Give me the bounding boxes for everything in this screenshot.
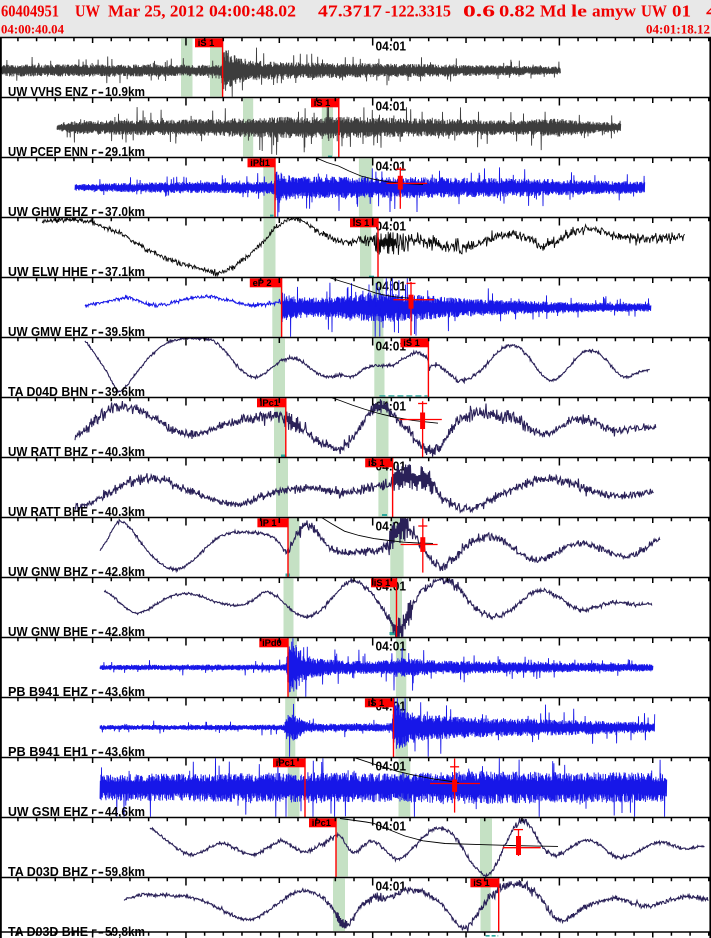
svg-text:04:01: 04:01 [376, 39, 407, 54]
svg-text:39.6km: 39.6km [105, 384, 145, 399]
svg-text:iS 1: iS 1 [473, 878, 490, 888]
svg-text:iS 1: iS 1 [198, 38, 215, 48]
svg-text:UW PCEP ENN: UW PCEP ENN [8, 144, 88, 159]
svg-text:59,8km: 59,8km [105, 864, 145, 879]
svg-text:40.3km: 40.3km [105, 504, 145, 519]
svg-text:01: 01 [672, 1, 691, 20]
svg-text:UW VVHS ENZ: UW VVHS ENZ [8, 84, 88, 99]
svg-text:UW RATT BHZ: UW RATT BHZ [8, 444, 88, 459]
svg-text:37.0km: 37.0km [105, 204, 145, 219]
svg-text:04:01: 04:01 [376, 339, 407, 354]
svg-text:eP 2: eP 2 [253, 278, 272, 288]
svg-text:0.6: 0.6 [463, 1, 496, 20]
svg-text:04:00:40.04: 04:00:40.04 [1, 22, 65, 36]
svg-text:UW GSM EHZ: UW GSM EHZ [8, 804, 88, 819]
svg-text:le: le [571, 1, 587, 20]
svg-text:04:01: 04:01 [376, 639, 407, 654]
svg-text:47.3717: 47.3717 [318, 1, 382, 20]
svg-text:iS 1: iS 1 [368, 458, 385, 468]
svg-text:Mar 25, 2012: Mar 25, 2012 [108, 1, 204, 20]
svg-text:42.8km: 42.8km [105, 624, 145, 639]
svg-text:39.5km: 39.5km [105, 324, 145, 339]
svg-text:iS 1: iS 1 [374, 578, 391, 588]
svg-text:43,6km: 43,6km [105, 744, 145, 759]
svg-text:04:01:18.12: 04:01:18.12 [646, 22, 710, 36]
svg-text:iPd0: iPd0 [262, 638, 282, 648]
svg-text:60404951: 60404951 [1, 1, 59, 20]
svg-text:iPc1: iPc1 [312, 818, 331, 828]
svg-text:UW GNW BHZ: UW GNW BHZ [8, 564, 88, 579]
svg-text:29.1km: 29.1km [105, 144, 145, 159]
svg-text:04:01: 04:01 [376, 399, 407, 414]
svg-text:UW: UW [75, 1, 100, 20]
svg-text:04:01: 04:01 [376, 819, 407, 834]
svg-text:04:00:48.02: 04:00:48.02 [209, 1, 296, 20]
svg-text:04:01: 04:01 [376, 759, 407, 774]
svg-text:iPd1: iPd1 [250, 158, 270, 168]
svg-text:04:01: 04:01 [376, 879, 407, 894]
svg-text:PB B941 EH1: PB B941 EH1 [8, 744, 88, 759]
svg-text:iS 1: iS 1 [353, 218, 370, 228]
svg-text:TA D03D BHZ: TA D03D BHZ [8, 864, 88, 879]
svg-text:0.82: 0.82 [499, 1, 535, 20]
svg-text:iP 1: iP 1 [260, 518, 276, 528]
svg-text:40.3km: 40.3km [105, 444, 145, 459]
svg-text:TA D04D BHN: TA D04D BHN [8, 384, 88, 399]
svg-text:UW: UW [641, 1, 667, 20]
svg-text:04:01: 04:01 [376, 99, 407, 114]
svg-text:UW RATT BHE: UW RATT BHE [8, 504, 88, 519]
svg-text:42.8km: 42.8km [105, 564, 145, 579]
svg-text:59,8km: 59,8km [105, 924, 145, 938]
svg-text:PB B941 EHZ: PB B941 EHZ [8, 684, 88, 699]
svg-text:4: 4 [706, 1, 711, 20]
svg-text:UW GHW EHZ: UW GHW EHZ [8, 204, 88, 219]
svg-text:10.9km: 10.9km [105, 84, 145, 99]
svg-text:Md: Md [540, 1, 566, 20]
svg-text:iS 1: iS 1 [403, 338, 420, 348]
svg-text:iPc1: iPc1 [276, 758, 295, 768]
svg-text:37.1km: 37.1km [105, 264, 145, 279]
svg-text:43,6km: 43,6km [105, 684, 145, 699]
svg-text:TA D03D BHE: TA D03D BHE [8, 924, 88, 938]
svg-text:UW ELW HHE: UW ELW HHE [8, 264, 88, 279]
svg-text:04:01: 04:01 [376, 219, 407, 234]
svg-text:iS 1: iS 1 [368, 698, 385, 708]
svg-text:amyw: amyw [592, 1, 637, 20]
svg-text:UW GNW BHE: UW GNW BHE [8, 624, 88, 639]
svg-text:iS 1: iS 1 [314, 98, 331, 108]
svg-text:-122.3315: -122.3315 [385, 1, 451, 20]
svg-text:UW GMW EHZ: UW GMW EHZ [8, 324, 88, 339]
svg-text:iPc1: iPc1 [260, 398, 279, 408]
svg-text:44,6km: 44,6km [105, 804, 145, 819]
